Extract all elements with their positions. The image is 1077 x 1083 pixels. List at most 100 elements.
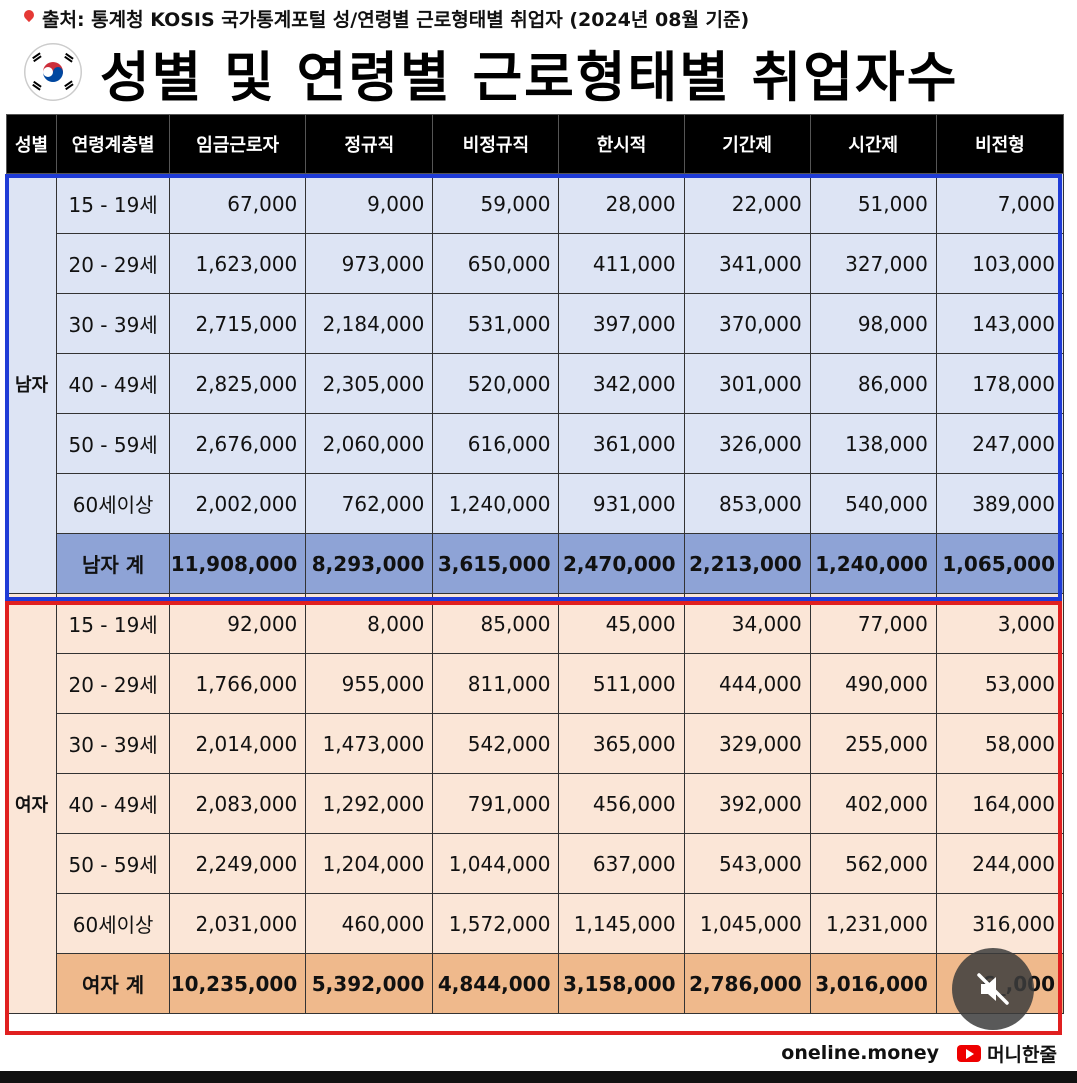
value-cell: 1,623,000 (169, 233, 307, 294)
age-cell: 60세이상 (56, 893, 171, 954)
value-cell: 244,000 (935, 833, 1065, 894)
male-total-row: 남자 계 11,908,000 8,293,000 3,615,000 2,470,00… (7, 533, 1065, 594)
value-cell: 397,000 (558, 293, 685, 354)
value-cell: 7,000 (935, 173, 1065, 234)
value-cell: 247,000 (935, 413, 1065, 474)
value-cell: 67,000 (169, 173, 307, 234)
age-cell: 30 - 39세 (56, 293, 171, 354)
value-cell: 2,014,000 (169, 713, 307, 774)
value-cell: 178,000 (935, 353, 1065, 414)
value-cell: 392,000 (683, 773, 811, 834)
title-row: 성별 및 연령별 근로형태별 취업자수 (18, 34, 1063, 110)
value-cell: 1,204,000 (305, 833, 434, 894)
employment-table: 성별 연령계층별 임금근로자 정규직 비정규직 한시적 기간제 시간제 비전형 남자 15 - 1… (5, 114, 1065, 1014)
value-cell: 22,000 (683, 173, 811, 234)
value-cell: 1,231,000 (809, 893, 937, 954)
value-cell: 3,016,000 (809, 953, 937, 1014)
value-cell: 955,000 (305, 653, 434, 714)
value-cell: 86,000 (809, 353, 937, 414)
value-cell: 2,002,000 (169, 473, 307, 534)
value-cell: 542,000 (432, 713, 560, 774)
value-cell: 616,000 (432, 413, 560, 474)
value-cell: 2,676,000 (169, 413, 307, 474)
value-cell: 762,000 (305, 473, 434, 534)
header-cell: 연령계층별 (56, 114, 171, 174)
value-cell: 1,065,000 (935, 533, 1065, 594)
table-row: 60세이상 2,002,000 762,000 1,240,000 931,000 853… (7, 473, 1065, 534)
age-cell: 30 - 39세 (56, 713, 171, 774)
value-cell: 53,000 (935, 653, 1065, 714)
age-cell: 15 - 19세 (56, 173, 171, 234)
value-cell: 2,305,000 (305, 353, 434, 414)
value-cell: 3,158,000 (558, 953, 685, 1014)
value-cell: 92,000 (169, 593, 307, 654)
value-cell: 3,000 (935, 593, 1065, 654)
mute-button[interactable] (952, 948, 1034, 1030)
value-cell: 2,083,000 (169, 773, 307, 834)
value-cell: 456,000 (558, 773, 685, 834)
age-cell: 남자 계 (56, 533, 171, 594)
value-cell: 316,000 (935, 893, 1065, 954)
male-label: 남자 (5, 173, 58, 594)
value-cell: 389,000 (935, 473, 1065, 534)
value-cell: 490,000 (809, 653, 937, 714)
age-cell: 40 - 49세 (56, 773, 171, 834)
age-cell: 여자 계 (56, 953, 171, 1014)
header-cell: 한시적 (558, 114, 685, 174)
value-cell: 1,572,000 (432, 893, 560, 954)
table-row: 20 - 29세 1,623,000 973,000 650,000 411,000 34… (7, 233, 1065, 294)
header-cell: 정규직 (305, 114, 434, 174)
table-row: 여자 15 - 19세 92,000 8,000 85,000 45,000 34,000 7… (5, 593, 1065, 1014)
female-total-row: 여자 계 10,235,000 5,392,000 4,844,000 3,158,00… (7, 953, 1065, 1014)
table-row: 30 - 39세 2,715,000 2,184,000 531,000 397,000… (7, 293, 1065, 354)
table-row: 50 - 59세 2,676,000 2,060,000 616,000 361,000… (7, 413, 1065, 474)
source-text: 출처: 통계청 KOSIS 국가통계포털 성/연령별 근로형태별 취업자 (20… (42, 8, 750, 31)
table-row: 40 - 49세 2,083,000 1,292,000 791,000 456,000… (7, 773, 1065, 834)
value-cell: 138,000 (809, 413, 937, 474)
value-cell: 10,235,000 (169, 953, 307, 1014)
header-row: 성별 연령계층별 임금근로자 정규직 비정규직 한시적 기간제 시간제 비전형 (5, 114, 1065, 174)
value-cell: 365,000 (558, 713, 685, 774)
value-cell: 650,000 (432, 233, 560, 294)
value-cell: 327,000 (809, 233, 937, 294)
value-cell: 58,000 (935, 713, 1065, 774)
table-row: 50 - 59세 2,249,000 1,204,000 1,044,000 637,0… (7, 833, 1065, 894)
value-cell: 342,000 (558, 353, 685, 414)
value-cell: 2,031,000 (169, 893, 307, 954)
youtube-icon (957, 1044, 982, 1062)
value-cell: 1,473,000 (305, 713, 434, 774)
age-cell: 40 - 49세 (56, 353, 171, 414)
table-row: 20 - 29세 1,766,000 955,000 811,000 511,000 44… (7, 653, 1065, 714)
value-cell: 59,000 (432, 173, 560, 234)
header-cell: 기간제 (683, 114, 811, 174)
value-cell: 1,044,000 (432, 833, 560, 894)
youtube-channel: 머니한줄 (957, 1040, 1057, 1067)
value-cell: 1,145,000 (558, 893, 685, 954)
value-cell: 411,000 (558, 233, 685, 294)
header-cell: 시간제 (809, 114, 937, 174)
value-cell: 341,000 (683, 233, 811, 294)
value-cell: 973,000 (305, 233, 434, 294)
header-cell: 비전형 (935, 114, 1065, 174)
value-cell: 77,000 (809, 593, 937, 654)
mute-icon (977, 973, 1009, 1005)
value-cell: 402,000 (809, 773, 937, 834)
value-cell: 103,000 (935, 233, 1065, 294)
value-cell: 301,000 (683, 353, 811, 414)
value-cell: 326,000 (683, 413, 811, 474)
table-row: 40 - 49세 2,825,000 2,305,000 520,000 342,000… (7, 353, 1065, 414)
value-cell: 1,766,000 (169, 653, 307, 714)
value-cell: 520,000 (432, 353, 560, 414)
value-cell: 51,000 (809, 173, 937, 234)
value-cell: 811,000 (432, 653, 560, 714)
age-cell: 50 - 59세 (56, 413, 171, 474)
table-row: 60세이상 2,031,000 460,000 1,572,000 1,145,000 1… (7, 893, 1065, 954)
age-cell: 60세이상 (56, 473, 171, 534)
value-cell: 5,392,000 (305, 953, 434, 1014)
korea-flag-icon (24, 43, 82, 101)
value-cell: 98,000 (809, 293, 937, 354)
age-cell: 20 - 29세 (56, 653, 171, 714)
source-line: 출처: 통계청 KOSIS 국가통계포털 성/연령별 근로형태별 취업자 (20… (21, 4, 750, 32)
age-cell: 15 - 19세 (56, 593, 171, 654)
value-cell: 2,715,000 (169, 293, 307, 354)
